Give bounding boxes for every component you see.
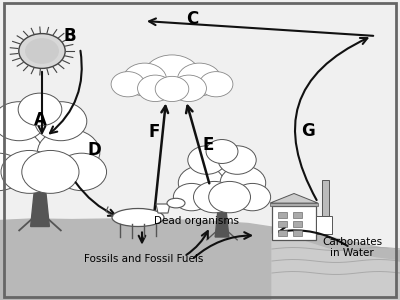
Circle shape <box>1 150 58 193</box>
Text: A: A <box>34 111 46 129</box>
Polygon shape <box>0 219 400 300</box>
Circle shape <box>178 63 221 96</box>
Circle shape <box>1 111 79 170</box>
Circle shape <box>194 153 250 196</box>
Circle shape <box>57 153 106 190</box>
Circle shape <box>178 166 224 200</box>
Circle shape <box>218 146 256 174</box>
Text: E: E <box>202 136 214 154</box>
Circle shape <box>35 102 87 141</box>
Bar <box>278 221 287 226</box>
Circle shape <box>18 93 62 126</box>
Bar <box>293 230 302 236</box>
Circle shape <box>220 166 266 200</box>
Polygon shape <box>156 204 170 213</box>
Circle shape <box>26 39 58 63</box>
Circle shape <box>206 140 238 164</box>
Circle shape <box>194 182 235 213</box>
Circle shape <box>234 183 271 211</box>
Circle shape <box>19 34 65 68</box>
Circle shape <box>111 72 145 97</box>
Text: B: B <box>64 27 76 45</box>
Ellipse shape <box>167 198 185 208</box>
Text: Fossils and Fossil Fuels: Fossils and Fossil Fuels <box>84 254 204 265</box>
Circle shape <box>209 182 250 213</box>
Circle shape <box>144 55 200 98</box>
Circle shape <box>0 102 45 141</box>
Text: Carbonates
in Water: Carbonates in Water <box>322 237 382 258</box>
Ellipse shape <box>112 208 164 226</box>
Circle shape <box>199 72 233 97</box>
Circle shape <box>22 150 79 193</box>
Bar <box>272 206 316 240</box>
Text: D: D <box>87 141 101 159</box>
Circle shape <box>123 63 166 96</box>
Circle shape <box>0 129 42 176</box>
Polygon shape <box>270 194 318 203</box>
Text: Dead organisms: Dead organisms <box>154 215 239 226</box>
Polygon shape <box>31 176 49 226</box>
Polygon shape <box>215 200 229 237</box>
Bar <box>270 203 318 206</box>
Circle shape <box>171 75 206 101</box>
Circle shape <box>38 129 100 176</box>
Bar <box>293 221 302 226</box>
Text: C: C <box>186 11 198 28</box>
Bar <box>293 212 302 218</box>
Polygon shape <box>272 234 400 300</box>
Bar <box>322 180 329 216</box>
Text: F: F <box>148 123 160 141</box>
Circle shape <box>138 75 173 101</box>
Polygon shape <box>0 228 400 300</box>
Circle shape <box>155 76 189 101</box>
Circle shape <box>0 153 23 190</box>
Bar <box>278 212 287 218</box>
Bar <box>316 216 332 234</box>
Text: G: G <box>301 122 315 140</box>
Bar <box>278 230 287 236</box>
Circle shape <box>188 146 226 174</box>
Circle shape <box>173 183 210 211</box>
